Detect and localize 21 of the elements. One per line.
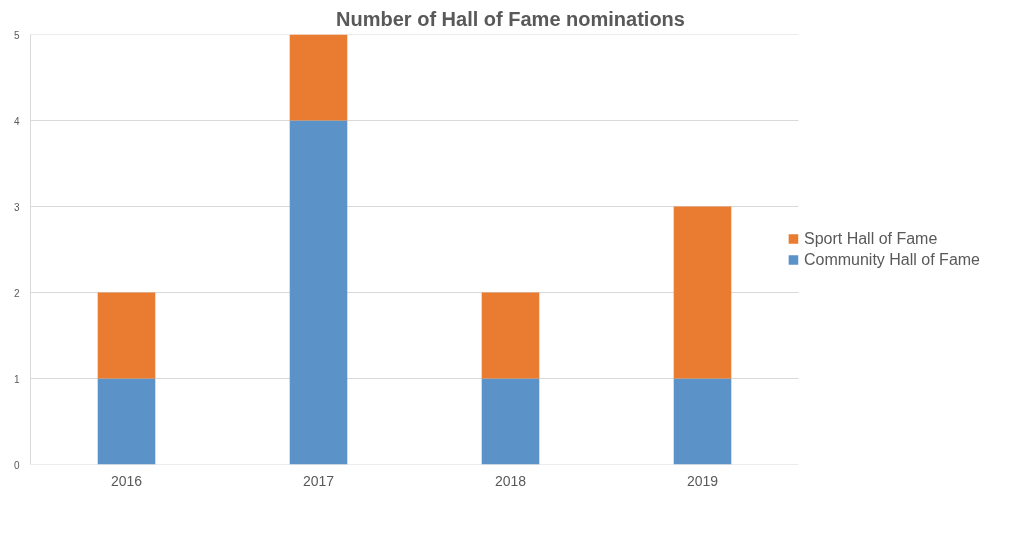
chart-title: Number of Hall of Fame nominations — [336, 7, 685, 30]
x-tick-label: 2018 — [494, 472, 527, 489]
y-tick-label: 0 — [13, 459, 20, 471]
bar — [289, 120, 348, 465]
y-tick-label: 5 — [13, 29, 20, 41]
x-tick-label: 2017 — [302, 472, 335, 489]
y-tick-label: 3 — [13, 201, 20, 213]
y-tick-label: 2 — [13, 287, 20, 299]
legend-label: Community Hall of Fame — [803, 250, 980, 269]
bar — [673, 206, 732, 379]
bar — [97, 292, 156, 379]
bar — [481, 378, 540, 465]
legend-label: Sport Hall of Fame — [803, 229, 938, 248]
x-tick-label: 2019 — [686, 472, 719, 489]
bar — [289, 34, 348, 121]
bar — [673, 378, 732, 465]
bar — [481, 292, 540, 379]
y-tick-label: 1 — [13, 373, 20, 385]
bar — [97, 378, 156, 465]
x-tick-label: 2016 — [110, 472, 143, 489]
y-tick-label: 4 — [13, 115, 20, 127]
